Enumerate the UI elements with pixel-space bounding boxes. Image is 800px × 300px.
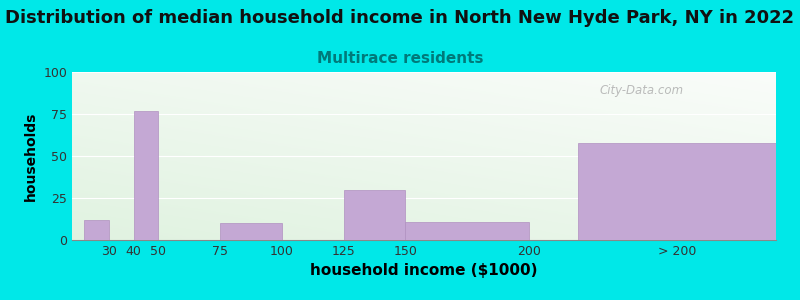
Bar [344,190,406,240]
Text: Multirace residents: Multirace residents [317,51,483,66]
Y-axis label: households: households [24,111,38,201]
Text: City-Data.com: City-Data.com [600,84,684,97]
Bar [134,111,158,240]
X-axis label: household income ($1000): household income ($1000) [310,263,538,278]
Bar [406,221,529,240]
Bar [220,223,282,240]
Bar [578,142,776,240]
Text: Distribution of median household income in North New Hyde Park, NY in 2022: Distribution of median household income … [6,9,794,27]
Bar [84,220,109,240]
